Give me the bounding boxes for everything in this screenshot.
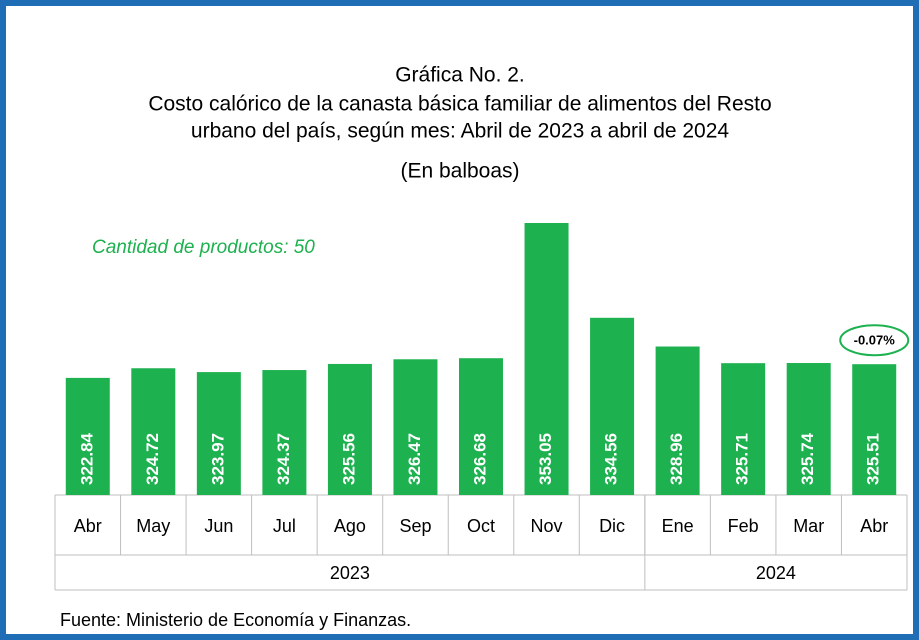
chart-subtitle: urbano del país, según mes: Abril de 202…	[191, 120, 730, 143]
x-tick-label: Dic	[599, 516, 625, 536]
data-label: 325.56	[339, 433, 358, 485]
x-tick-label: Ene	[662, 516, 694, 536]
bar	[459, 358, 503, 495]
bar	[327, 363, 372, 495]
x-tick-label: May	[136, 516, 170, 536]
bar	[655, 346, 700, 495]
bar	[590, 317, 635, 495]
x-tick-label: Feb	[728, 516, 759, 536]
data-label: 325.51	[864, 433, 883, 485]
bar	[196, 372, 241, 495]
x-tick-label: Mar	[793, 516, 824, 536]
bar	[721, 363, 766, 495]
bar	[393, 359, 438, 495]
data-label: 322.84	[77, 432, 96, 485]
bar	[131, 368, 176, 495]
bar	[786, 363, 831, 495]
x-tick-label: Oct	[467, 516, 495, 536]
source: Fuente: Ministerio de Economía y Finanza…	[60, 610, 411, 630]
x-tick-label: Abr	[74, 516, 102, 536]
bar	[524, 222, 569, 496]
data-label: 323.97	[208, 433, 227, 485]
x-tick-label: Jun	[204, 516, 233, 536]
x-group-label: 2024	[756, 563, 796, 583]
data-label: 328.96	[667, 433, 686, 485]
change-ellipse	[839, 324, 910, 357]
change-label: -0.07%	[854, 333, 896, 348]
bar	[852, 364, 897, 495]
x-group-label: 2023	[330, 563, 370, 583]
data-label: 334.56	[602, 433, 621, 485]
data-label: 325.74	[798, 432, 817, 485]
annotation: Cantidad de productos: 50	[92, 237, 315, 258]
x-tick-label: Abr	[860, 516, 888, 536]
x-tick-label: Jul	[273, 516, 296, 536]
data-label: 353.05	[536, 433, 555, 485]
data-label: 324.37	[274, 433, 293, 485]
bar	[262, 370, 307, 495]
x-tick-label: Ago	[334, 516, 366, 536]
x-tick-label: Nov	[531, 516, 563, 536]
data-label: 326.47	[405, 433, 424, 485]
chart-title: Gráfica No. 2.	[395, 64, 525, 87]
data-label: 325.71	[733, 433, 752, 485]
chart-subtitle: Costo calórico de la canasta básica fami…	[148, 93, 771, 116]
data-label: 324.72	[143, 433, 162, 485]
data-label: 326.68	[470, 433, 489, 485]
x-tick-label: Sep	[399, 516, 431, 536]
unit-label: (En balboas)	[400, 160, 519, 183]
bar	[65, 377, 110, 495]
